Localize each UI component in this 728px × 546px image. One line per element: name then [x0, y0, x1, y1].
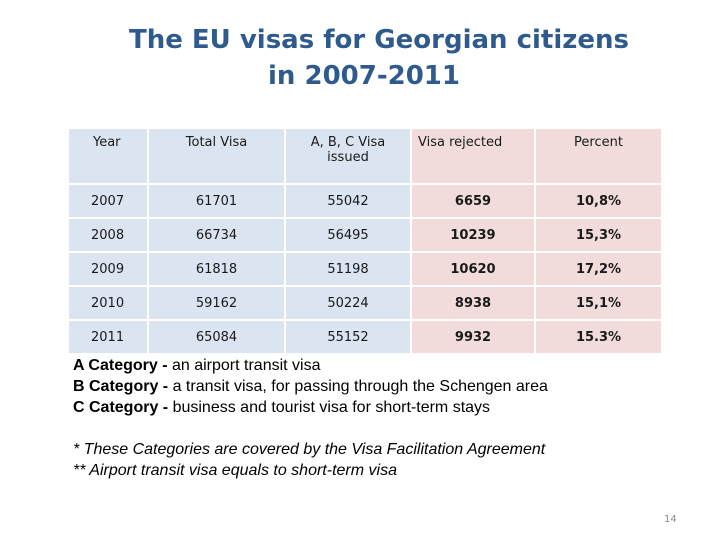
cell-visa-issued: 55042: [284, 183, 412, 219]
cell-percent: 15.3%: [534, 319, 663, 355]
slide-title-line-2: in 2007-2011: [268, 61, 460, 91]
header-total-visa: Total Visa: [147, 127, 286, 185]
cell-year: 2011: [67, 319, 149, 355]
cell-visa-rejected: 6659: [410, 183, 536, 219]
cell-total-visa: 66734: [147, 217, 286, 253]
cell-total-visa: 61701: [147, 183, 286, 219]
cell-visa-issued: 56495: [284, 217, 412, 253]
cell-visa-rejected: 9932: [410, 319, 536, 355]
cell-total-visa: 59162: [147, 285, 286, 321]
note-b-text: a transit visa, for passing through the …: [172, 378, 548, 395]
visa-table: Year Total Visa A, B, C Visa issued Visa…: [67, 127, 663, 355]
cell-visa-issued: 55152: [284, 319, 412, 355]
note-c-category: C Category - business and tourist visa f…: [73, 397, 548, 418]
cell-visa-rejected: 10620: [410, 251, 536, 287]
note-a-label: A Category -: [73, 357, 172, 374]
footnote-1: * These Categories are covered by the Vi…: [73, 441, 546, 458]
slide-title-line-1: The EU visas for Georgian citizens: [128, 25, 630, 55]
notes-spacer: [73, 418, 548, 439]
table-row: 2009 61818 51198 10620 17,2%: [67, 251, 663, 287]
footnote-2: ** Airport transit visa equals to short-…: [73, 462, 397, 479]
cell-year: 2008: [67, 217, 149, 253]
cell-visa-issued: 51198: [284, 251, 412, 287]
table-row: 2007 61701 55042 6659 10,8%: [67, 183, 663, 219]
slide-title: The EU visas for Georgian citizens in 20…: [0, 22, 728, 94]
page-number: 14: [664, 514, 677, 525]
cell-total-visa: 61818: [147, 251, 286, 287]
cell-visa-issued: 50224: [284, 285, 412, 321]
table-row: 2010 59162 50224 8938 15,1%: [67, 285, 663, 321]
table-header-row: Year Total Visa A, B, C Visa issued Visa…: [67, 127, 663, 185]
header-visa-rejected: Visa rejected: [410, 127, 536, 185]
category-notes: A Category - an airport transit visa B C…: [73, 355, 548, 481]
cell-percent: 17,2%: [534, 251, 663, 287]
header-percent: Percent: [534, 127, 663, 185]
cell-year: 2009: [67, 251, 149, 287]
note-c-text: business and tourist visa for short-term…: [172, 399, 491, 416]
cell-year: 2010: [67, 285, 149, 321]
header-year: Year: [67, 127, 149, 185]
note-c-label: C Category -: [73, 399, 173, 416]
note-b-category: B Category - a transit visa, for passing…: [73, 376, 548, 397]
cell-percent: 15,3%: [534, 217, 663, 253]
cell-total-visa: 65084: [147, 319, 286, 355]
cell-visa-rejected: 8938: [410, 285, 536, 321]
note-a-text: an airport transit visa: [171, 357, 321, 374]
cell-visa-rejected: 10239: [410, 217, 536, 253]
cell-percent: 15,1%: [534, 285, 663, 321]
cell-year: 2007: [67, 183, 149, 219]
cell-percent: 10,8%: [534, 183, 663, 219]
table-row: 2008 66734 56495 10239 15,3%: [67, 217, 663, 253]
header-abc-visa-issued: A, B, C Visa issued: [284, 127, 412, 185]
note-b-label: B Category -: [73, 378, 173, 395]
table-row: 2011 65084 55152 9932 15.3%: [67, 319, 663, 355]
note-a-category: A Category - an airport transit visa: [73, 355, 548, 376]
